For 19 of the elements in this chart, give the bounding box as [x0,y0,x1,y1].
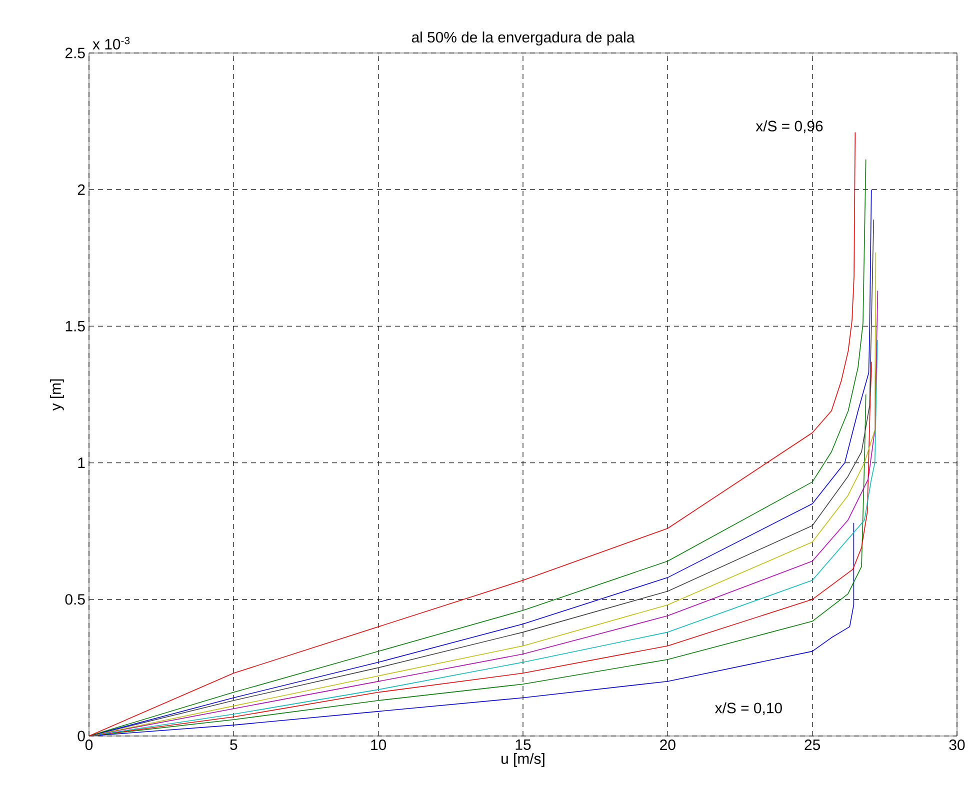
y-tick-label: 2 [78,184,85,195]
x-tick-label: 10 [371,740,386,750]
x-tick-label: 20 [660,740,676,750]
x-tick-label: 25 [804,740,820,750]
y-tick-label: 1.5 [66,320,85,332]
x-tick-label: 30 [949,740,965,750]
x-axis-title: u [m/s] [502,752,544,767]
annotation: x/S = 0,10 [715,702,782,716]
x-tick-label: 15 [516,740,531,750]
y-tick-label: 2.5 [65,48,85,58]
x-tick-label: 0 [85,740,93,750]
y-tick-label: 0 [78,730,85,742]
y-tick-label: 0.5 [65,594,85,605]
text: x 10$^{-3}$ [92,36,130,50]
y-tick-label: 1 [78,458,85,468]
y-axis-title: y [m] [50,379,64,411]
x-tick-label: 5 [230,740,238,750]
chart-title: al 50% de la envergadura de pala [412,32,635,46]
annotation: x/S = 0,96 [756,120,823,134]
